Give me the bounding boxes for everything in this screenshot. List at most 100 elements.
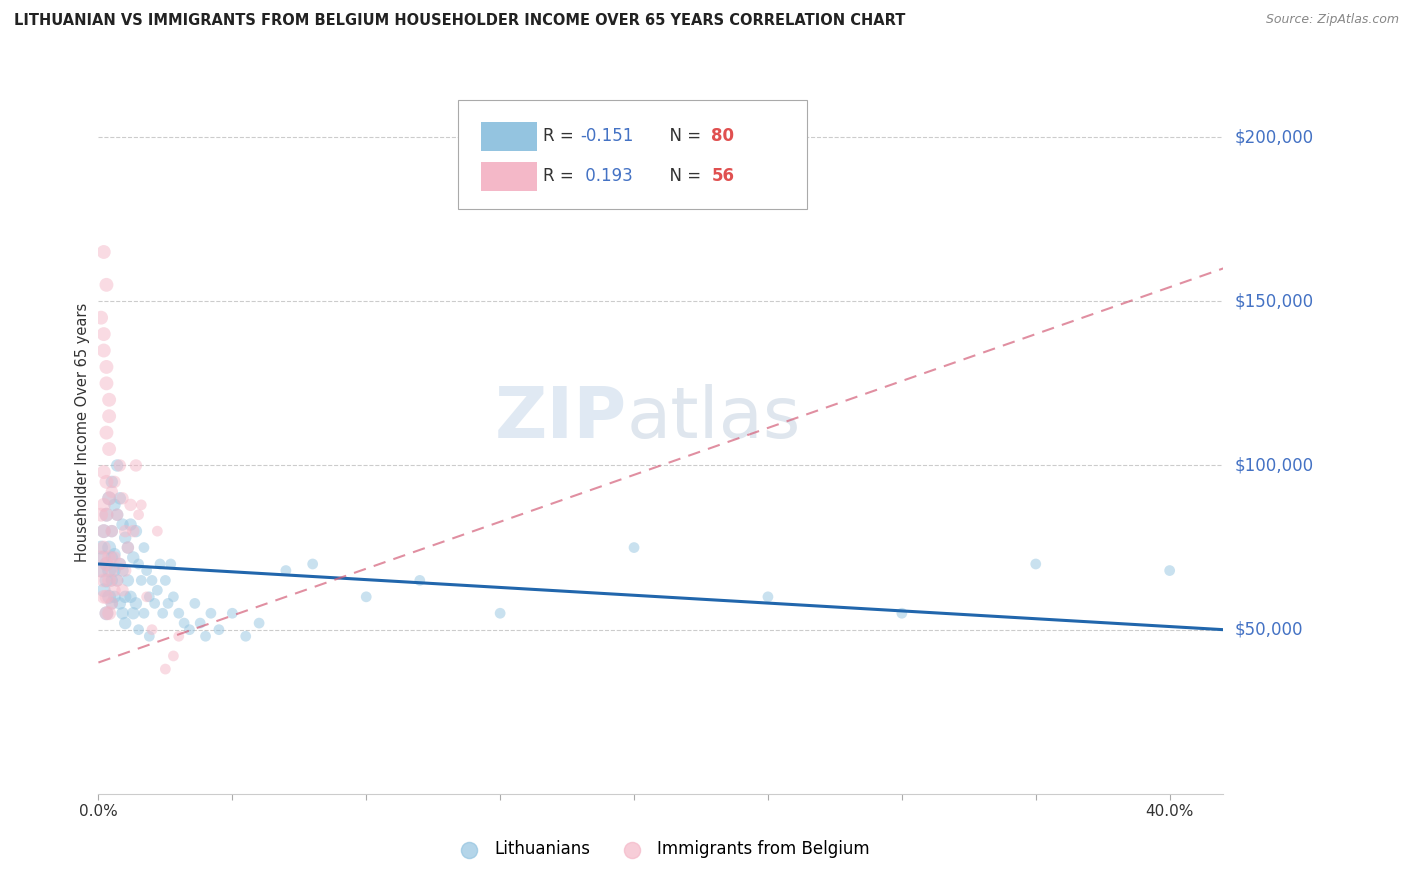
Point bbox=[159, 557, 181, 571]
Point bbox=[101, 475, 124, 489]
Point bbox=[120, 498, 142, 512]
Point bbox=[122, 524, 145, 538]
Point bbox=[93, 590, 115, 604]
Point bbox=[135, 564, 157, 578]
Point bbox=[101, 550, 124, 565]
Point bbox=[98, 392, 121, 407]
Point bbox=[96, 376, 118, 391]
Point bbox=[96, 557, 118, 571]
Point bbox=[128, 508, 150, 522]
FancyBboxPatch shape bbox=[481, 161, 537, 191]
Point bbox=[93, 574, 115, 588]
Point bbox=[105, 508, 128, 522]
Point bbox=[96, 508, 118, 522]
Text: 80: 80 bbox=[711, 128, 734, 145]
Point bbox=[108, 458, 131, 473]
Point bbox=[96, 607, 118, 621]
Point bbox=[162, 648, 184, 663]
Point bbox=[96, 277, 118, 292]
Point bbox=[101, 596, 124, 610]
Point bbox=[103, 550, 125, 565]
Point bbox=[125, 524, 148, 538]
Point bbox=[132, 541, 155, 555]
Point bbox=[132, 607, 155, 621]
Point bbox=[173, 616, 195, 631]
Point bbox=[90, 564, 112, 578]
Point bbox=[105, 574, 128, 588]
Point bbox=[93, 524, 115, 538]
Point bbox=[98, 564, 121, 578]
Point bbox=[98, 491, 121, 506]
Point bbox=[93, 583, 115, 598]
Point bbox=[105, 508, 128, 522]
Point bbox=[93, 244, 115, 259]
Point bbox=[890, 607, 912, 621]
Point bbox=[103, 564, 125, 578]
Point bbox=[98, 541, 121, 555]
Point bbox=[138, 629, 160, 643]
Point bbox=[96, 590, 118, 604]
Point bbox=[129, 574, 152, 588]
Text: LITHUANIAN VS IMMIGRANTS FROM BELGIUM HOUSEHOLDER INCOME OVER 65 YEARS CORRELATI: LITHUANIAN VS IMMIGRANTS FROM BELGIUM HO… bbox=[14, 13, 905, 29]
Point bbox=[108, 557, 131, 571]
Point bbox=[274, 564, 297, 578]
Text: $200,000: $200,000 bbox=[1234, 128, 1313, 146]
Point bbox=[114, 524, 136, 538]
Point bbox=[114, 616, 136, 631]
Point bbox=[117, 541, 139, 555]
Point bbox=[167, 629, 190, 643]
Point bbox=[146, 583, 169, 598]
Point bbox=[235, 629, 257, 643]
Point bbox=[96, 574, 118, 588]
Point bbox=[103, 583, 125, 598]
Point bbox=[101, 564, 124, 578]
Point bbox=[114, 564, 136, 578]
Point bbox=[98, 491, 121, 506]
Point bbox=[143, 596, 166, 610]
Point bbox=[111, 564, 134, 578]
Point bbox=[98, 607, 121, 621]
Point bbox=[125, 458, 148, 473]
Point bbox=[108, 491, 131, 506]
Point bbox=[301, 557, 323, 571]
Point bbox=[93, 465, 115, 479]
Point bbox=[122, 550, 145, 565]
Point bbox=[93, 498, 115, 512]
Legend: Lithuanians, Immigrants from Belgium: Lithuanians, Immigrants from Belgium bbox=[446, 834, 876, 865]
Point bbox=[157, 596, 180, 610]
Point bbox=[101, 574, 124, 588]
Point bbox=[208, 623, 231, 637]
Point bbox=[152, 607, 174, 621]
Point bbox=[179, 623, 201, 637]
Point bbox=[101, 596, 124, 610]
FancyBboxPatch shape bbox=[458, 100, 807, 209]
Point bbox=[103, 498, 125, 512]
Point bbox=[141, 574, 163, 588]
Point bbox=[194, 629, 217, 643]
Point bbox=[103, 547, 125, 561]
Point bbox=[1159, 564, 1181, 578]
Point bbox=[98, 574, 121, 588]
Text: $100,000: $100,000 bbox=[1234, 457, 1313, 475]
Point bbox=[247, 616, 270, 631]
Point bbox=[96, 425, 118, 440]
Point bbox=[184, 596, 207, 610]
Point bbox=[96, 557, 118, 571]
Point bbox=[101, 524, 124, 538]
Point bbox=[162, 590, 184, 604]
Point bbox=[101, 524, 124, 538]
Point bbox=[101, 484, 124, 499]
Point bbox=[108, 596, 131, 610]
Text: ZIP: ZIP bbox=[495, 384, 627, 452]
Point bbox=[93, 550, 115, 565]
Point bbox=[167, 607, 190, 621]
Point bbox=[155, 662, 177, 676]
Text: $50,000: $50,000 bbox=[1234, 621, 1303, 639]
Point bbox=[90, 310, 112, 325]
Text: N =: N = bbox=[658, 167, 706, 186]
Point bbox=[93, 327, 115, 342]
Point bbox=[756, 590, 779, 604]
Text: atlas: atlas bbox=[627, 384, 801, 452]
Text: -0.151: -0.151 bbox=[579, 128, 633, 145]
Point bbox=[117, 541, 139, 555]
